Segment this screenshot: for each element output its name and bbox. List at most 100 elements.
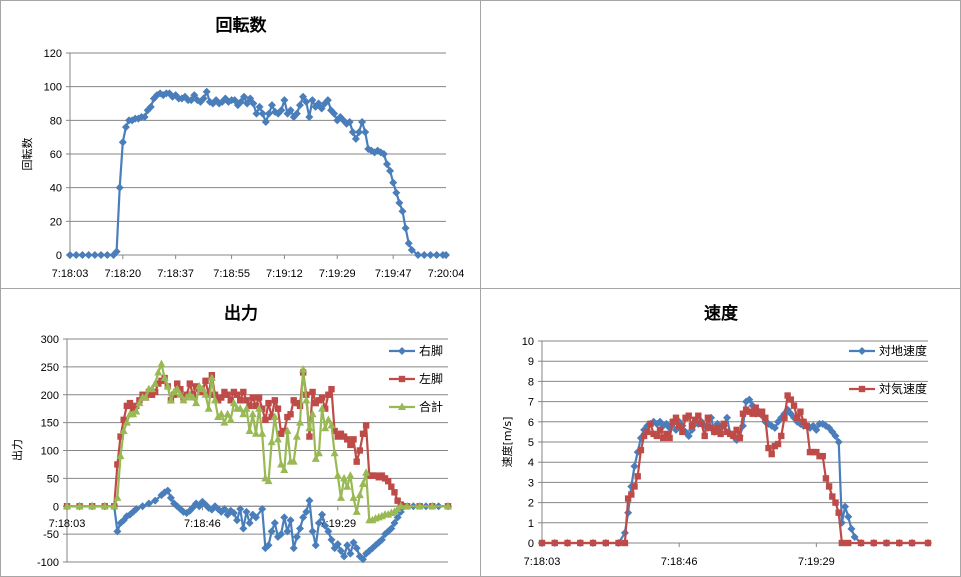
series-1-point <box>647 420 654 428</box>
series-0-point <box>199 94 208 103</box>
chart-title: 速度 <box>704 303 739 324</box>
series-2-point <box>163 381 172 390</box>
series-2-point <box>330 448 339 457</box>
series-0-point <box>72 251 81 259</box>
series-2-point <box>258 429 267 437</box>
series-0-point <box>190 91 199 100</box>
series-1-point <box>663 430 670 438</box>
series-1-point <box>797 408 804 415</box>
series-0-point <box>277 106 286 115</box>
series-1-point <box>736 434 743 442</box>
series-2-point <box>273 434 282 443</box>
series-1-point <box>698 420 705 428</box>
rpm-chart-panel: 回転数 0 20 40 60 80 100 120 7:18:03 7:18:20 7:18:37 7… <box>0 0 481 289</box>
series-0-point <box>404 239 413 248</box>
series-1-point <box>838 539 846 547</box>
series-0-point <box>305 496 314 505</box>
series-0-point <box>283 527 292 536</box>
series-1-point <box>205 391 212 398</box>
legend-label: 対気速度 <box>879 381 927 396</box>
series-0-point <box>382 160 391 169</box>
series-0-point <box>243 99 252 108</box>
series-0-point <box>245 518 254 527</box>
series-2-point <box>188 393 197 401</box>
series-2-point <box>349 493 358 501</box>
y-tick-label: 1 <box>528 518 534 530</box>
series-0-point <box>432 251 441 259</box>
y-axis-label: 出力 <box>10 439 24 461</box>
series-1-point <box>388 483 395 490</box>
series-1-point <box>640 432 648 440</box>
y-tick-label: 250 <box>41 362 59 374</box>
y-tick-label: 6 <box>528 417 534 429</box>
series-1-point <box>803 422 810 430</box>
x-tick-label: 7:19:29 <box>319 518 356 530</box>
series-0-point <box>295 101 304 110</box>
y-tick-label: 100 <box>44 82 62 94</box>
series-2-point <box>403 501 412 510</box>
series-0-point <box>286 106 295 115</box>
y-tick-label: 3 <box>528 477 534 489</box>
series-0-point <box>844 512 853 521</box>
series-1-point <box>224 391 231 398</box>
series-2-point <box>242 404 251 412</box>
series-1-point <box>765 444 772 452</box>
series-s0 <box>66 87 450 259</box>
series-0-point <box>103 251 112 259</box>
series-0-point <box>358 555 367 564</box>
x-tick-label: 7:20:04 <box>428 268 465 280</box>
series-1-point <box>730 432 737 440</box>
series-2-point <box>308 409 317 418</box>
x-tick-label: 7:18:03 <box>524 556 561 568</box>
series-0-point <box>302 97 311 106</box>
series-1-point <box>739 410 747 417</box>
series-0-point <box>420 251 429 259</box>
series-1-point <box>695 412 702 419</box>
series-0-point <box>841 502 850 511</box>
legend-swatch-point <box>398 347 406 355</box>
series-1-point <box>832 499 839 506</box>
series-0-point <box>270 518 279 527</box>
series-2-point <box>314 448 323 457</box>
series-1-point <box>691 416 699 423</box>
legend-label: 合計 <box>419 399 443 414</box>
series-1-point <box>774 440 782 448</box>
x-tick-label: 7:19:29 <box>319 268 356 280</box>
series-0-point <box>166 493 175 502</box>
series-1-point <box>114 461 121 468</box>
series-1-point <box>749 410 756 417</box>
series-2-point <box>113 493 122 501</box>
series-1-point <box>669 418 676 425</box>
series-0-point <box>267 101 276 110</box>
series-1-point <box>551 539 558 547</box>
series-0-point <box>66 251 74 259</box>
series-2-point <box>248 409 257 418</box>
series-2-point <box>88 501 97 510</box>
series-0-point <box>323 96 332 105</box>
series-0-point <box>361 128 370 137</box>
series-2-point <box>324 415 333 423</box>
series-2-point <box>236 404 245 412</box>
series-1-point <box>331 427 338 435</box>
y-tick-label: 4 <box>528 457 534 469</box>
series-0-point <box>401 224 410 233</box>
series-1-point <box>752 404 759 411</box>
series-1-point <box>218 394 225 401</box>
y-tick-label: 300 <box>41 334 59 346</box>
series-0-point <box>393 513 402 522</box>
series-0-point <box>226 506 235 515</box>
series-2-point <box>283 426 292 434</box>
chart-title: 出力 <box>224 303 258 324</box>
series-0-point <box>97 251 106 259</box>
series-0-point <box>179 507 188 516</box>
series-1-point <box>538 539 546 547</box>
series-0-point <box>349 538 358 547</box>
series-1-point <box>249 394 256 401</box>
series-0-point <box>442 251 450 259</box>
series-1-point <box>778 432 785 440</box>
series-2-point <box>336 493 345 501</box>
series-0-point <box>340 552 349 561</box>
series-1-point <box>246 402 253 410</box>
rpm-chart: 回転数 0 20 40 60 80 100 120 7:18:03 7:18:20 7:18:37 7… <box>21 15 465 280</box>
series-2-point <box>116 451 125 460</box>
